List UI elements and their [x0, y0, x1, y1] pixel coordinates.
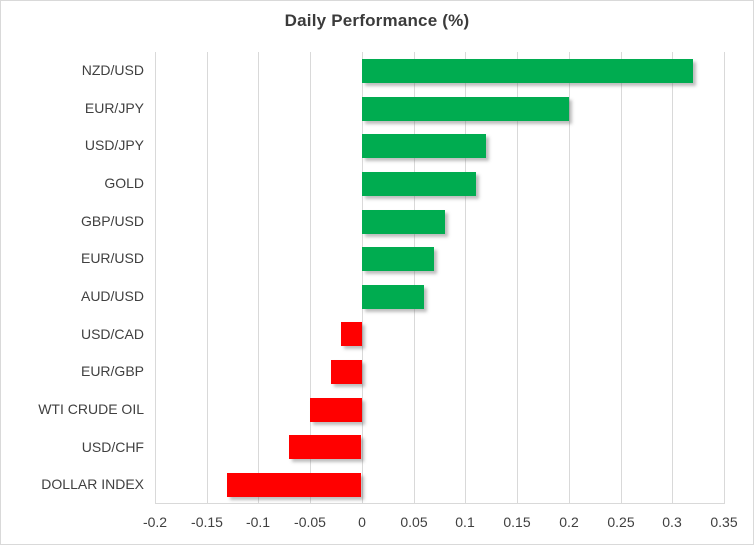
x-tick-label: 0.35 — [710, 514, 738, 530]
x-axis-line — [155, 503, 724, 504]
gridline — [258, 52, 259, 504]
gridline — [465, 52, 466, 504]
gridline — [362, 52, 363, 504]
x-tick-label: 0.1 — [455, 514, 475, 530]
bar-eur-usd — [362, 247, 434, 271]
x-tick-label: -0.1 — [245, 514, 271, 530]
category-label: WTI CRUDE OIL — [38, 401, 144, 417]
gridline — [621, 52, 622, 504]
category-label: AUD/USD — [80, 288, 144, 304]
gridline — [207, 52, 208, 504]
gridline — [310, 52, 311, 504]
x-tick-label: -0.2 — [142, 514, 168, 530]
bar-eur-gbp — [331, 360, 362, 384]
category-label: EUR/USD — [80, 250, 144, 266]
category-label: EUR/GBP — [80, 363, 144, 379]
x-tick-label: 0.2 — [559, 514, 579, 530]
gridline — [724, 52, 725, 504]
category-label: GBP/USD — [80, 213, 144, 229]
x-tick-label: 0.05 — [400, 514, 428, 530]
x-tick-label: -0.15 — [191, 514, 223, 530]
bar-usd-jpy — [362, 134, 486, 158]
bar-nzd-usd — [362, 59, 693, 83]
x-tick-label: 0.25 — [607, 514, 635, 530]
gridline — [569, 52, 570, 504]
bar-usd-cad — [341, 322, 362, 346]
category-label: USD/CHF — [81, 439, 144, 455]
bar-eur-jpy — [362, 97, 569, 121]
category-label: DOLLAR INDEX — [41, 476, 144, 492]
bar-dollar-index — [227, 473, 361, 497]
x-tick-label: 0 — [358, 514, 366, 530]
bar-wti-crude-oil — [310, 398, 362, 422]
bar-usd-chf — [289, 435, 361, 459]
x-tick-label: 0.15 — [503, 514, 531, 530]
gridline — [517, 52, 518, 504]
bar-gbp-usd — [362, 210, 445, 234]
bar-aud-usd — [362, 285, 424, 309]
category-label: NZD/USD — [81, 62, 144, 78]
gridline — [155, 52, 156, 504]
gridline — [672, 52, 673, 504]
category-label: EUR/JPY — [84, 100, 144, 116]
gridline — [414, 52, 415, 504]
x-tick-label: 0.3 — [662, 514, 682, 530]
category-label: USD/CAD — [80, 326, 144, 342]
category-label: GOLD — [104, 175, 144, 191]
bar-gold — [362, 172, 476, 196]
category-label: USD/JPY — [84, 137, 144, 153]
x-tick-label: -0.05 — [294, 514, 326, 530]
plot-area — [155, 52, 725, 504]
chart-title: Daily Performance (%) — [284, 11, 470, 30]
